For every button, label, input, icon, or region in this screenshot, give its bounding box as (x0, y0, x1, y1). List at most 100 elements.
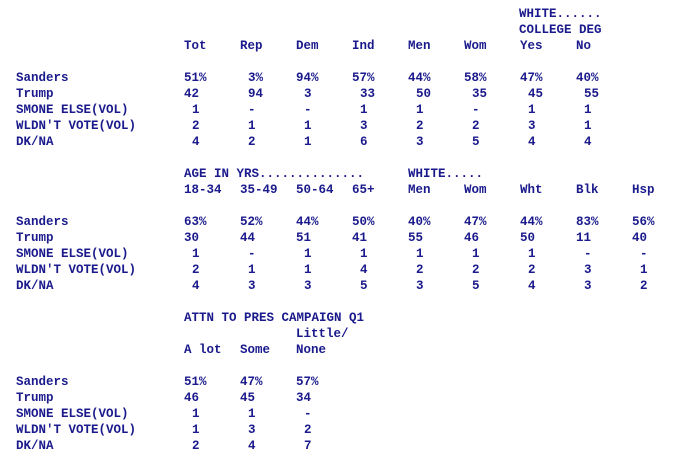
table1-cell: - (248, 103, 256, 117)
table1-cell: 58% (464, 71, 487, 85)
table3-cell: 4 (248, 439, 256, 453)
table1-cell: 1 (304, 119, 312, 133)
table1-cell: 57% (352, 71, 375, 85)
table2-cell: 50% (352, 215, 375, 229)
table2-col-header: Hsp (632, 183, 655, 197)
table1-cell: 1 (192, 103, 200, 117)
table1-cell: 3% (248, 71, 264, 85)
table2-cell: 2 (640, 279, 648, 293)
table3-cell: 2 (192, 439, 200, 453)
table2-col-header: 35-49 (240, 183, 278, 197)
table1-row-label: SMONE ELSE(VOL) (16, 103, 129, 117)
table2-cell: 44% (520, 215, 543, 229)
table2-cell: 1 (528, 247, 536, 261)
table2-col-header: 65+ (352, 183, 375, 197)
table2-col-header: Wht (520, 183, 543, 197)
table2-cell: 44 (240, 231, 256, 245)
table1-cell: 2 (192, 119, 200, 133)
table2-cell: 5 (472, 279, 480, 293)
table3-cell: 57% (296, 375, 319, 389)
table2-cell: 1 (472, 247, 480, 261)
table2-cell: 83% (576, 215, 599, 229)
table1-cell: 50 (416, 87, 432, 101)
table1-cell: 5 (472, 135, 480, 149)
table1-col-header: Men (408, 39, 431, 53)
table2-cell: 2 (192, 263, 200, 277)
table1-col-header: Rep (240, 39, 263, 53)
table2-cell: - (640, 247, 648, 261)
table3-cell: 34 (296, 391, 312, 405)
table2-cell: 3 (248, 279, 256, 293)
table2-cell: 1 (360, 247, 368, 261)
table2-cell: - (584, 247, 592, 261)
table2-cell: 63% (184, 215, 207, 229)
table3-col-header: A lot (184, 343, 222, 357)
table1-cell: 2 (472, 119, 480, 133)
table1-col-header: Dem (296, 39, 319, 53)
table3-cell: 3 (248, 423, 256, 437)
table1-col-header: No (576, 39, 592, 53)
table1-cell: - (304, 103, 312, 117)
table1-group-header: WHITE...... (519, 7, 602, 21)
table1-row-label: Sanders (16, 71, 69, 85)
table1-cell: 55 (584, 87, 600, 101)
table3-cell: 46 (184, 391, 200, 405)
table1-cell: 47% (520, 71, 543, 85)
table2-cell: 40% (408, 215, 431, 229)
table2-row-label: Sanders (16, 215, 69, 229)
table2-cell: 2 (528, 263, 536, 277)
table1-cell: 1 (248, 119, 256, 133)
table3-row-label: SMONE ELSE(VOL) (16, 407, 129, 421)
table1-cell: 3 (360, 119, 368, 133)
table1-cell: 42 (184, 87, 200, 101)
table2-col-header: Wom (464, 183, 487, 197)
table2-cell: 4 (192, 279, 200, 293)
table1-col-header: Yes (520, 39, 543, 53)
table3-cell: 47% (240, 375, 263, 389)
table2-cell: 41 (352, 231, 368, 245)
table1-row-label: Trump (16, 87, 54, 101)
table2-cell: - (248, 247, 256, 261)
table1-cell: 40% (576, 71, 599, 85)
table2-row-label: SMONE ELSE(VOL) (16, 247, 129, 261)
table2-cell: 2 (472, 263, 480, 277)
table3-row-label: WLDN'T VOTE(VOL) (16, 423, 137, 437)
table2-cell: 1 (248, 263, 256, 277)
table2-cell: 3 (416, 279, 424, 293)
table2-col-header: 50-64 (296, 183, 334, 197)
table2-cell: 5 (360, 279, 368, 293)
table1-cell: 2 (248, 135, 256, 149)
table3-row-label: Sanders (16, 375, 69, 389)
table1-row-label: WLDN'T VOTE(VOL) (16, 119, 137, 133)
table3-cell: 7 (304, 439, 312, 453)
table1-group-header: COLLEGE DEG (519, 23, 602, 37)
table1-cell: - (472, 103, 480, 117)
table2-cell: 44% (296, 215, 319, 229)
table2-row-label: DK/NA (16, 279, 54, 293)
table2-col-header: 18-34 (184, 183, 222, 197)
table2-cell: 40 (632, 231, 648, 245)
table3-col-header-top: Little/ (296, 327, 349, 341)
table1-row-label: DK/NA (16, 135, 54, 149)
table2-cell: 2 (416, 263, 424, 277)
table2-group-header-white: WHITE..... (408, 167, 484, 181)
table2-cell: 1 (640, 263, 648, 277)
table2-cell: 47% (464, 215, 487, 229)
table1-cell: 1 (584, 103, 592, 117)
table2-cell: 1 (304, 263, 312, 277)
table2-cell: 3 (584, 263, 592, 277)
table3-cell: 45 (240, 391, 256, 405)
table2-cell: 56% (632, 215, 655, 229)
table3-col-header: Some (240, 343, 271, 357)
table1-cell: 94% (296, 71, 319, 85)
table2-cell: 1 (192, 247, 200, 261)
table2-row-label: Trump (16, 231, 54, 245)
table1-cell: 1 (360, 103, 368, 117)
table3-cell: - (304, 407, 312, 421)
table2-cell: 4 (528, 279, 536, 293)
table1-cell: 1 (416, 103, 424, 117)
table2-col-header: Men (408, 183, 431, 197)
table1-cell: 44% (408, 71, 431, 85)
table3-cell: 1 (192, 407, 200, 421)
table2-cell: 3 (584, 279, 592, 293)
